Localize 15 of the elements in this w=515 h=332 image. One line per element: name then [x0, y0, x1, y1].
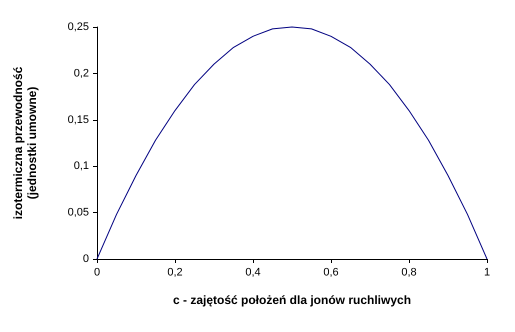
y-tick-label: 0,15: [68, 114, 89, 126]
x-tick-label: 0,6: [323, 266, 339, 278]
y-tick-label: 0,1: [74, 160, 89, 172]
x-tick-label: 1: [484, 266, 490, 278]
y-tick-label: 0,25: [68, 21, 89, 33]
x-tick-label: 0,8: [401, 266, 417, 278]
y-tick-label: 0,2: [74, 67, 89, 80]
x-tick-label: 0,4: [245, 266, 261, 278]
y-axis-title: izotermiczna przewodność (jednostki umowne): [11, 66, 39, 220]
y-tick-label: 0: [82, 253, 89, 265]
y-tick-label: 0,05: [68, 206, 89, 219]
x-tick-label: 0,2: [167, 266, 183, 278]
x-tick-label: 0: [94, 266, 100, 278]
x-axis-title: c - zajętość położeń dla jonów ruchliwych: [172, 293, 412, 307]
line-series: [96, 26, 488, 260]
